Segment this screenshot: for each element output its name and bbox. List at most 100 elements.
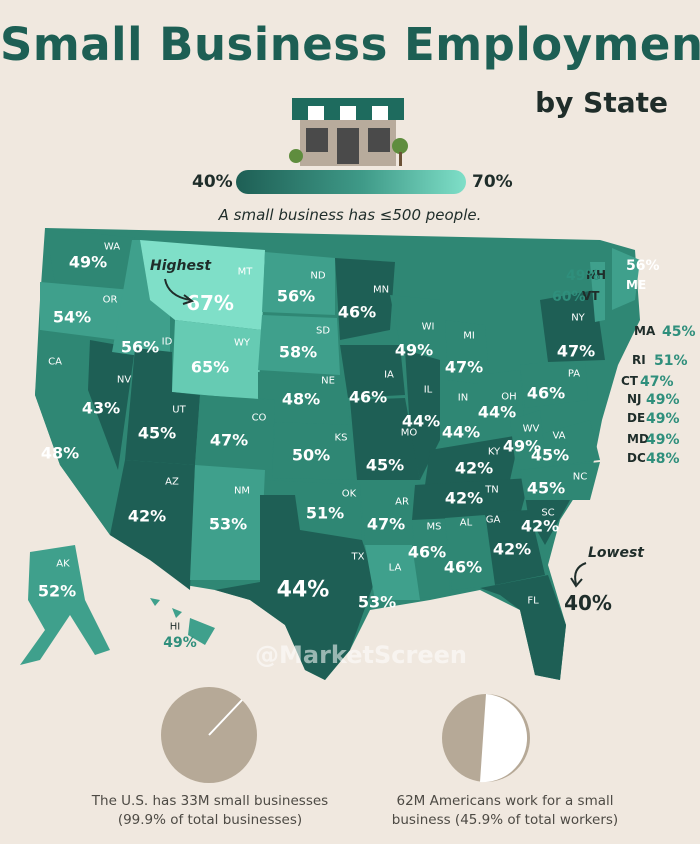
state-abbr-ut: UT: [172, 404, 186, 416]
state-shape-nm: [190, 465, 265, 580]
state-shape-al: [445, 515, 495, 590]
state-abbr-or: OR: [102, 294, 118, 306]
lowest-arrow-icon: [570, 562, 587, 588]
state-abbr-co: CO: [251, 412, 267, 424]
state-shape-id: [112, 240, 170, 360]
state-shape-tn: [412, 478, 530, 520]
state-abbr-ny: NY: [571, 312, 585, 324]
state-shape-ne: [258, 372, 350, 420]
state-value-ut: 45%: [137, 423, 177, 443]
state-shape-mn: [335, 258, 395, 340]
state-abbr-pa: PA: [567, 368, 581, 380]
state-abbr-fl: FL: [527, 595, 539, 607]
state-value-ri: 51%: [654, 353, 688, 369]
state-shape-ak: [20, 545, 110, 665]
pie-worker-slice: [480, 694, 528, 783]
state-value-de: 49%: [646, 411, 680, 427]
state-value-pa: 46%: [526, 383, 566, 403]
page-title: Small Business Employment: [0, 18, 700, 71]
state-shape-co: [195, 395, 275, 470]
state-shape-sd: [258, 315, 340, 375]
state-value-in: 44%: [441, 422, 481, 442]
state-value-ak: 52%: [37, 581, 77, 601]
state-value-ga: 42%: [492, 539, 532, 559]
state-abbr-ri: RI: [632, 353, 646, 367]
state-shape-me: [612, 248, 640, 310]
state-value-ma: 45%: [662, 324, 696, 340]
state-value-nh: 49%: [566, 268, 600, 284]
page-subtitle: by State: [535, 86, 668, 119]
state-value-id: 56%: [120, 337, 160, 357]
state-abbr-wv: WV: [522, 423, 540, 435]
state-abbr-wi: WI: [421, 321, 435, 333]
state-shape-ny: [540, 290, 605, 362]
state-shape-ks: [272, 422, 357, 480]
state-value-oh: 44%: [477, 402, 517, 422]
state-shape-tx: [215, 495, 375, 680]
state-value-ar: 47%: [366, 514, 406, 534]
state-abbr-mi: MI: [463, 330, 475, 342]
state-shape-wv: [510, 410, 545, 460]
state-abbr-oh: OH: [501, 391, 517, 403]
state-abbr-sd: SD: [315, 325, 331, 337]
state-value-tx: 44%: [276, 577, 330, 603]
state-abbr-tn: TN: [485, 484, 499, 496]
state-abbr-mt: MT: [237, 266, 253, 278]
footer-right-line1: 62M Americans work for a small: [396, 793, 614, 809]
state-abbr-ma: MA: [634, 324, 656, 338]
state-value-ct: 47%: [640, 374, 674, 390]
footer-left-line1: The U.S. has 33M small businesses: [91, 793, 329, 809]
pie-small-business-slice: [208, 699, 243, 736]
state-value-mt: 67%: [186, 291, 234, 315]
state-value-ny: 47%: [556, 341, 596, 361]
state-shape-fl: [480, 575, 566, 680]
state-shape-wa: [45, 228, 135, 290]
state-value-tn: 42%: [444, 488, 484, 508]
state-abbr-ne: NE: [321, 375, 335, 387]
state-value-mn: 46%: [337, 302, 377, 322]
state-value-mi: 47%: [444, 357, 484, 377]
state-value-wy: 65%: [190, 357, 230, 377]
state-abbr-nd: ND: [310, 270, 326, 282]
state-abbr-wa: WA: [103, 241, 121, 253]
state-value-ky: 42%: [454, 458, 494, 478]
state-value-ca: 48%: [40, 443, 80, 463]
state-shape-sc: [525, 495, 570, 545]
state-shape-ar: [360, 485, 415, 540]
state-abbr-la: LA: [388, 562, 402, 574]
state-abbr-dc: DC: [627, 451, 646, 465]
state-value-md: 49%: [646, 432, 680, 448]
state-shape-or: [40, 282, 132, 340]
state-value-nc: 45%: [526, 478, 566, 498]
state-shape-nd: [262, 252, 335, 315]
state-shape-mo: [350, 398, 420, 480]
state-shape-wy: [172, 320, 262, 400]
state-abbr-nh: NH: [586, 268, 607, 282]
definition-note: A small business has ≤500 people.: [218, 206, 482, 224]
state-abbr-wy: WY: [234, 337, 250, 349]
state-value-fl: 40%: [564, 591, 612, 615]
state-abbr-hi: HI: [169, 621, 181, 633]
state-value-or: 54%: [52, 307, 92, 327]
state-shape-wi: [390, 295, 440, 360]
footer-left-line2: (99.9% of total businesses): [117, 812, 303, 828]
state-shape-ga: [485, 510, 545, 585]
state-shape-mi: [445, 320, 490, 385]
state-value-dc: 48%: [646, 451, 680, 467]
highest-annotation: Highest: [150, 258, 212, 274]
state-value-nd: 56%: [276, 286, 316, 306]
state-shape-va: [520, 420, 600, 470]
state-shape-la: [365, 545, 420, 600]
state-shape-ky: [425, 435, 520, 485]
state-value-sc: 42%: [520, 516, 560, 536]
state-abbr-al: AL: [459, 517, 473, 529]
state-abbr-me: ME: [626, 278, 647, 292]
state-value-la: 53%: [357, 592, 397, 612]
state-abbr-ct: CT: [621, 374, 638, 388]
state-value-ok: 51%: [305, 503, 345, 523]
state-value-al: 46%: [443, 557, 483, 577]
state-abbr-az: AZ: [165, 476, 179, 488]
state-value-nm: 53%: [208, 514, 248, 534]
state-abbr-mo: MO: [400, 427, 418, 439]
state-value-nj: 49%: [646, 392, 680, 408]
